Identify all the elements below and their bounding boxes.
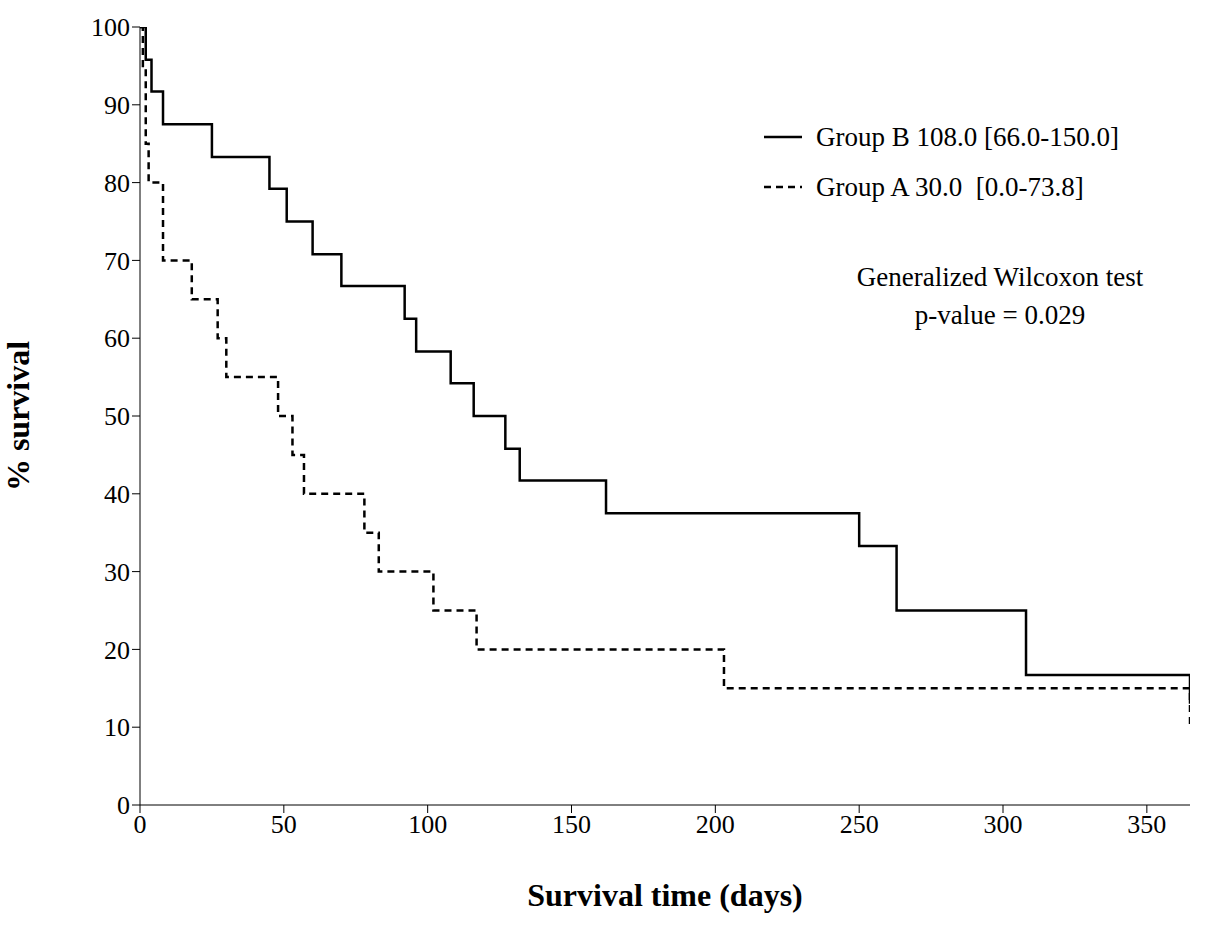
- svg-text:250: 250: [840, 810, 879, 839]
- svg-text:150: 150: [552, 810, 591, 839]
- svg-text:200: 200: [696, 810, 735, 839]
- svg-text:350: 350: [1127, 810, 1166, 839]
- svg-text:100: 100: [408, 810, 447, 839]
- svg-text:Survival time (days): Survival time (days): [527, 877, 803, 913]
- svg-text:40: 40: [104, 480, 130, 509]
- svg-text:10: 10: [104, 713, 130, 742]
- svg-text:60: 60: [104, 324, 130, 353]
- svg-text:20: 20: [104, 636, 130, 665]
- svg-text:100: 100: [91, 13, 130, 42]
- svg-text:30: 30: [104, 558, 130, 587]
- svg-text:% survival: % survival: [0, 341, 36, 491]
- html-text:Group B 108.0 [66.0-150.0]: Group B 108.0 [66.0-150.0]: [816, 122, 1119, 152]
- svg-text:90: 90: [104, 91, 130, 120]
- svg-text:0: 0: [117, 791, 130, 820]
- html-text:Group A 30.0 [0.0-73.8]: Group A 30.0 [0.0-73.8]: [816, 172, 1084, 202]
- svg-text:300: 300: [984, 810, 1023, 839]
- svg-text:80: 80: [104, 169, 130, 198]
- svg-text:70: 70: [104, 247, 130, 276]
- svg-text:0: 0: [134, 810, 147, 839]
- html-text:Generalized Wilcoxon test: Generalized Wilcoxon test: [856, 262, 1144, 292]
- html-text:p-value = 0.029: p-value = 0.029: [914, 300, 1086, 330]
- svg-text:50: 50: [104, 402, 130, 431]
- svg-text:50: 50: [271, 810, 297, 839]
